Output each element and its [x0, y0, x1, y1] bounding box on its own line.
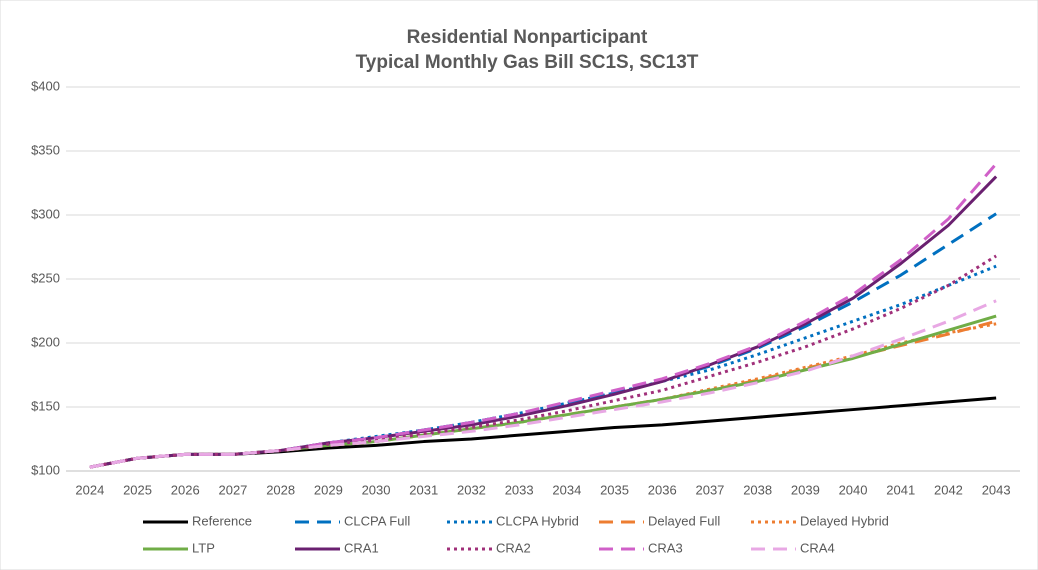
- legend-label: Delayed Hybrid: [800, 513, 889, 528]
- x-tick-label: 2034: [552, 482, 581, 497]
- series-line: [89, 212, 997, 469]
- x-tick-label: 2039: [791, 482, 820, 497]
- x-tick-label: 2041: [886, 482, 915, 497]
- legend-label: Delayed Full: [648, 513, 720, 528]
- legend-label: CRA1: [344, 540, 379, 555]
- x-tick-label: 2037: [695, 482, 724, 497]
- y-tick-label: $150: [31, 398, 60, 413]
- legend-label: CRA4: [800, 540, 835, 555]
- series-line: [89, 175, 998, 469]
- series-line: [89, 162, 998, 469]
- series-line: [89, 264, 997, 469]
- legend-label: CLCPA Full: [344, 513, 410, 528]
- x-tick-label: 2038: [743, 482, 772, 497]
- chart-title: Residential Nonparticipant: [407, 27, 648, 48]
- x-tick-label: 2029: [314, 482, 343, 497]
- legend-label: CRA3: [648, 540, 683, 555]
- x-tick-label: 2040: [839, 482, 868, 497]
- x-tick-label: 2028: [266, 482, 295, 497]
- x-tick-label: 2035: [600, 482, 629, 497]
- series-line: [89, 254, 997, 469]
- x-tick-label: 2036: [648, 482, 677, 497]
- legend-label: CLCPA Hybrid: [496, 513, 579, 528]
- y-tick-label: $400: [31, 78, 60, 93]
- x-tick-label: 2030: [362, 482, 391, 497]
- x-tick-label: 2042: [934, 482, 963, 497]
- x-tick-label: 2025: [123, 482, 152, 497]
- x-tick-label: 2033: [505, 482, 534, 497]
- x-tick-label: 2032: [457, 482, 486, 497]
- y-tick-label: $350: [31, 142, 60, 157]
- y-tick-label: $250: [31, 270, 60, 285]
- x-tick-label: 2024: [75, 482, 104, 497]
- x-tick-label: 2031: [409, 482, 438, 497]
- legend-label: Reference: [192, 513, 252, 528]
- legend-label: CRA2: [496, 540, 531, 555]
- y-tick-label: $200: [31, 334, 60, 349]
- y-tick-label: $100: [31, 462, 60, 477]
- chart-title: Typical Monthly Gas Bill SC1S, SC13T: [356, 52, 699, 73]
- x-tick-label: 2043: [982, 482, 1011, 497]
- x-tick-label: 2027: [218, 482, 247, 497]
- legend-label: LTP: [192, 540, 215, 555]
- x-tick-label: 2026: [171, 482, 200, 497]
- y-tick-label: $300: [31, 206, 60, 221]
